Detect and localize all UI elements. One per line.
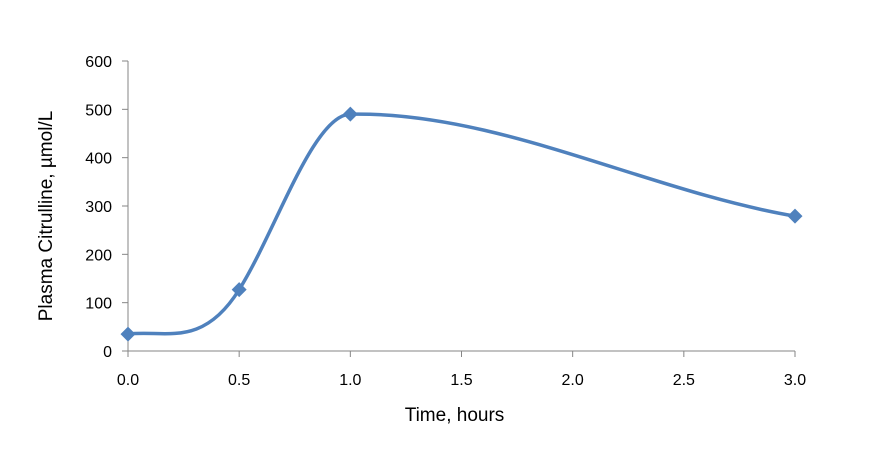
y-axis-title: Plasma Citrulline, µmol/L <box>36 111 57 322</box>
x-tick-label: 0.0 <box>117 372 139 389</box>
x-axis-title: Time, hours <box>405 405 505 426</box>
x-tick-label: 0.5 <box>228 372 250 389</box>
y-tick-label: 600 <box>85 54 112 71</box>
y-tick-label: 400 <box>85 151 112 168</box>
x-tick-label: 1.0 <box>339 372 361 389</box>
x-tick-label: 2.5 <box>673 372 695 389</box>
data-point-marker <box>120 326 136 342</box>
y-tick-label: 300 <box>85 199 112 216</box>
data-point-marker <box>787 208 803 224</box>
y-tick-label: 200 <box>85 247 112 264</box>
data-point-marker <box>231 282 247 298</box>
y-axis-ticks: 0 100 200 300 400 500 600 <box>85 54 128 361</box>
y-tick-label: 0 <box>103 344 112 361</box>
data-point-marker <box>342 106 358 122</box>
series-group <box>120 106 803 342</box>
y-tick-label: 500 <box>85 102 112 119</box>
x-axis-ticks: 0.0 0.5 1.0 1.5 2.0 2.5 3.0 <box>117 351 806 389</box>
series-line <box>126 112 797 336</box>
x-tick-label: 2.0 <box>562 372 584 389</box>
y-tick-label: 100 <box>85 296 112 313</box>
x-tick-label: 3.0 <box>784 372 806 389</box>
x-tick-label: 1.5 <box>450 372 472 389</box>
